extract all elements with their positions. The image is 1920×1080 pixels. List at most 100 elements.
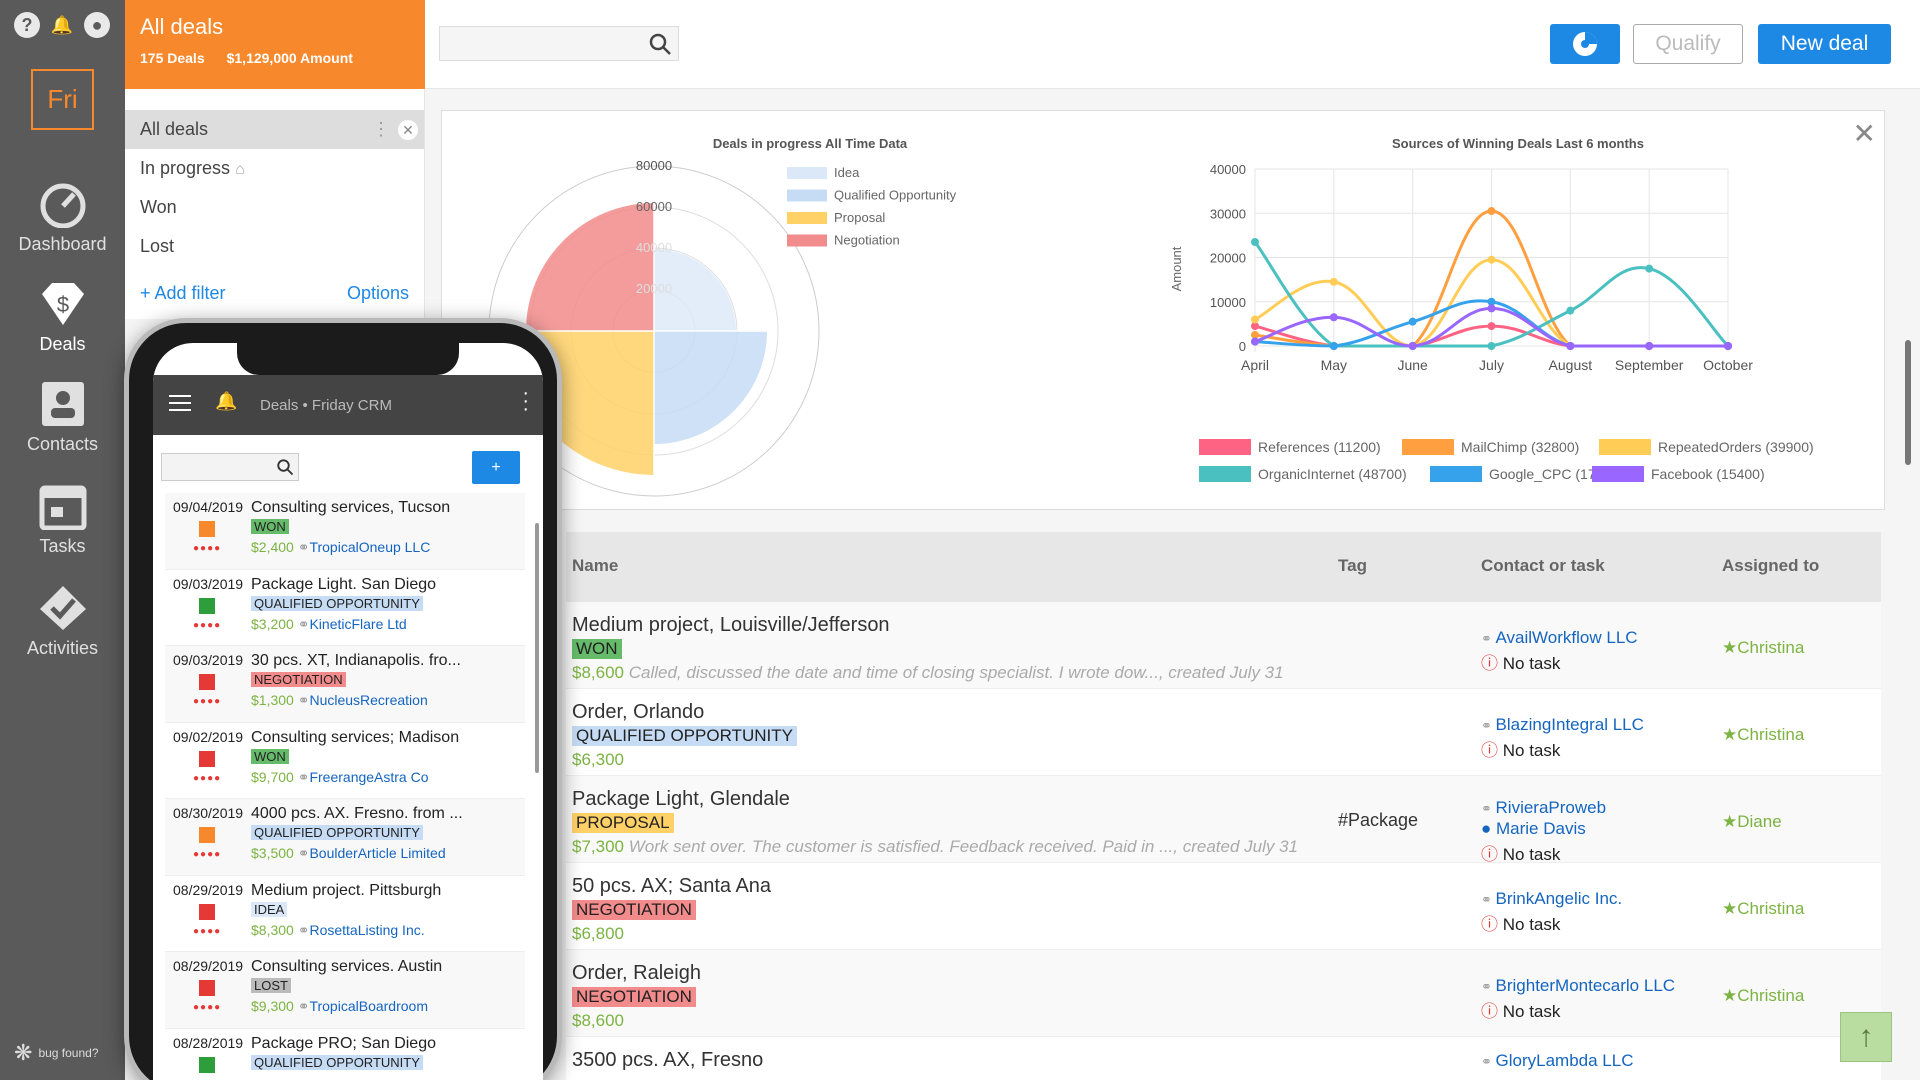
table-row[interactable]: Order, Orlando QUALIFIED OPPORTUNITY $6,30…: [566, 689, 1881, 776]
company-name[interactable]: ⚭KineticFlare Ltd: [298, 616, 407, 632]
data-point[interactable]: [1724, 342, 1732, 350]
scroll-top-button[interactable]: ↑: [1840, 1012, 1892, 1062]
new-deal-button[interactable]: New deal: [1758, 24, 1891, 64]
nav-activities[interactable]: Activities: [0, 584, 125, 659]
deal-name[interactable]: Order, Raleigh: [572, 962, 701, 984]
contact-person[interactable]: ● Marie Davis: [1481, 819, 1586, 839]
assignee[interactable]: ★Christina: [1722, 899, 1805, 918]
nav-contacts[interactable]: Contacts: [0, 380, 125, 455]
col-contact[interactable]: Contact or task: [1481, 556, 1605, 575]
qualify-button[interactable]: Qualify: [1633, 24, 1743, 64]
data-point[interactable]: [1251, 322, 1259, 331]
phone-list-item[interactable]: 09/03/2019 ●●●● Package Light. San Diego QU…: [165, 570, 525, 646]
col-assigned[interactable]: Assigned to: [1722, 556, 1820, 575]
search-icon[interactable]: [648, 32, 672, 56]
assignee[interactable]: ★Diane: [1722, 812, 1782, 831]
company-name[interactable]: ⚭TropicalBoardroom: [298, 998, 428, 1014]
data-point[interactable]: [1251, 315, 1259, 324]
data-point[interactable]: [1408, 342, 1417, 350]
phone-list-item[interactable]: 09/02/2019 ●●●● Consulting services; Madis…: [165, 723, 525, 799]
phone-list-item[interactable]: 08/30/2019 ●●●● 4000 pcs. AX. Fresno. from…: [165, 799, 525, 876]
company-name[interactable]: ⚭FreerangeAstra Co: [298, 769, 429, 785]
nav-dashboard[interactable]: Dashboard: [0, 180, 125, 255]
close-charts-icon[interactable]: ✕: [1852, 118, 1876, 149]
data-point[interactable]: [1251, 330, 1259, 339]
chart-toggle-button[interactable]: [1550, 24, 1620, 64]
phone-list-item[interactable]: 08/28/2019 ●●●● Package PRO; San Diego QUAL…: [165, 1029, 525, 1080]
filter-lost[interactable]: Lost: [125, 227, 424, 266]
polar-slice-qualified[interactable]: [654, 331, 767, 444]
table-row[interactable]: 50 pcs. AX; Santa Ana NEGOTIATION $6,800 ⚭…: [566, 863, 1881, 950]
company-name[interactable]: ⚭NucleusRecreation: [298, 692, 428, 708]
data-point[interactable]: [1487, 342, 1496, 350]
logo[interactable]: Fri: [31, 69, 94, 130]
legend-label[interactable]: RepeatedOrders (39900): [1658, 439, 1814, 455]
data-point[interactable]: [1487, 255, 1496, 264]
nav-deals[interactable]: $ Deals: [0, 280, 125, 355]
data-point[interactable]: [1487, 207, 1496, 216]
assignee[interactable]: ★Christina: [1722, 725, 1805, 744]
data-point[interactable]: [1408, 317, 1417, 326]
phone-search-input[interactable]: [161, 453, 299, 481]
bell-icon[interactable]: 🔔: [50, 14, 74, 35]
search-icon[interactable]: [276, 458, 294, 476]
legend-label[interactable]: OrganicInternet (48700): [1258, 466, 1407, 482]
col-name[interactable]: Name: [572, 556, 619, 575]
table-row[interactable]: Order, Raleigh NEGOTIATION $8,600 ⚭ Bright…: [566, 950, 1881, 1037]
data-point[interactable]: [1645, 264, 1654, 273]
data-point[interactable]: [1329, 277, 1338, 286]
company-name[interactable]: ⚭RosettaListing Inc.: [298, 922, 425, 938]
polar-slice-idea[interactable]: [654, 249, 736, 331]
contact-company[interactable]: ⚭ BlazingIntegral LLC: [1481, 715, 1644, 735]
deal-name[interactable]: 50 pcs. AX; Santa Ana: [572, 875, 772, 897]
assignee[interactable]: ★Christina: [1722, 638, 1805, 657]
phone-add-button[interactable]: +: [472, 451, 520, 484]
user-icon[interactable]: ●: [84, 12, 110, 38]
data-point[interactable]: [1329, 342, 1338, 350]
polar-slice-negotiation[interactable]: [526, 203, 654, 331]
phone-list-item[interactable]: 08/29/2019 ●●●● Consulting services. Austi…: [165, 952, 525, 1029]
options-link[interactable]: Options: [346, 283, 409, 303]
nav-tasks[interactable]: Tasks: [0, 482, 125, 557]
more-vertical-icon[interactable]: · · ·: [522, 382, 529, 420]
legend-label[interactable]: Google_CPC (17300): [1489, 466, 1624, 482]
phone-list-item[interactable]: 08/29/2019 ●●●● Medium project. Pittsburgh…: [165, 876, 525, 952]
bug-report[interactable]: ❋ bug found?: [14, 1040, 99, 1066]
legend-label[interactable]: References (11200): [1258, 439, 1381, 455]
data-point[interactable]: [1487, 322, 1496, 331]
data-point[interactable]: [1251, 238, 1259, 247]
legend-label[interactable]: MailChimp (32800): [1461, 439, 1579, 455]
deal-name[interactable]: 3500 pcs. AX, Fresno: [572, 1049, 764, 1071]
phone-scrollbar[interactable]: [535, 523, 539, 773]
hamburger-icon[interactable]: [169, 395, 191, 411]
table-row[interactable]: Medium project, Louisville/Jefferson WON $…: [566, 602, 1881, 689]
company-name[interactable]: ⚭TropicalOneup LLC: [298, 539, 431, 555]
phone-list-item[interactable]: 09/03/2019 ●●●● 30 pcs. XT, Indianapolis. …: [165, 646, 525, 723]
phone-list-item[interactable]: 09/04/2019 ●●●● Consulting services, Tucso…: [165, 493, 525, 570]
filter-won[interactable]: Won: [125, 188, 424, 227]
more-icon[interactable]: ⋮: [372, 119, 390, 139]
table-row[interactable]: Package Light, Glendale PROPOSAL $7,300 Wo…: [566, 776, 1881, 864]
data-point[interactable]: [1487, 297, 1496, 306]
legend-label[interactable]: Facebook (15400): [1651, 466, 1765, 482]
contact-company[interactable]: ⚭ BrighterMontecarlo LLC: [1481, 976, 1675, 996]
contact-company[interactable]: ⚭ BrinkAngelic Inc.: [1481, 889, 1622, 909]
filter-all-deals[interactable]: All deals ⋮ ✕: [125, 110, 424, 149]
data-point[interactable]: [1251, 337, 1259, 346]
data-point[interactable]: [1566, 306, 1575, 315]
data-point[interactable]: [1566, 342, 1575, 350]
company-name[interactable]: ⚭BoulderArticle Limited: [298, 845, 446, 861]
table-row[interactable]: 3500 pcs. AX, Fresno ⚭ GloryLambda LLC: [566, 1037, 1881, 1080]
deal-name[interactable]: Medium project, Louisville/Jefferson: [572, 614, 890, 636]
page-scrollbar[interactable]: [1905, 340, 1911, 465]
data-point[interactable]: [1645, 342, 1654, 350]
add-filter-link[interactable]: + Add filter: [140, 283, 226, 303]
close-icon[interactable]: ✕: [398, 120, 418, 140]
deal-name[interactable]: Order, Orlando: [572, 701, 705, 723]
deal-name[interactable]: Package Light, Glendale: [572, 788, 790, 810]
deal-tag[interactable]: #Package: [1338, 810, 1419, 830]
contact-company[interactable]: ⚭ RivieraProweb: [1481, 798, 1606, 818]
data-point[interactable]: [1487, 304, 1496, 313]
data-point[interactable]: [1329, 313, 1338, 322]
bell-icon[interactable]: 🔔: [215, 391, 238, 411]
